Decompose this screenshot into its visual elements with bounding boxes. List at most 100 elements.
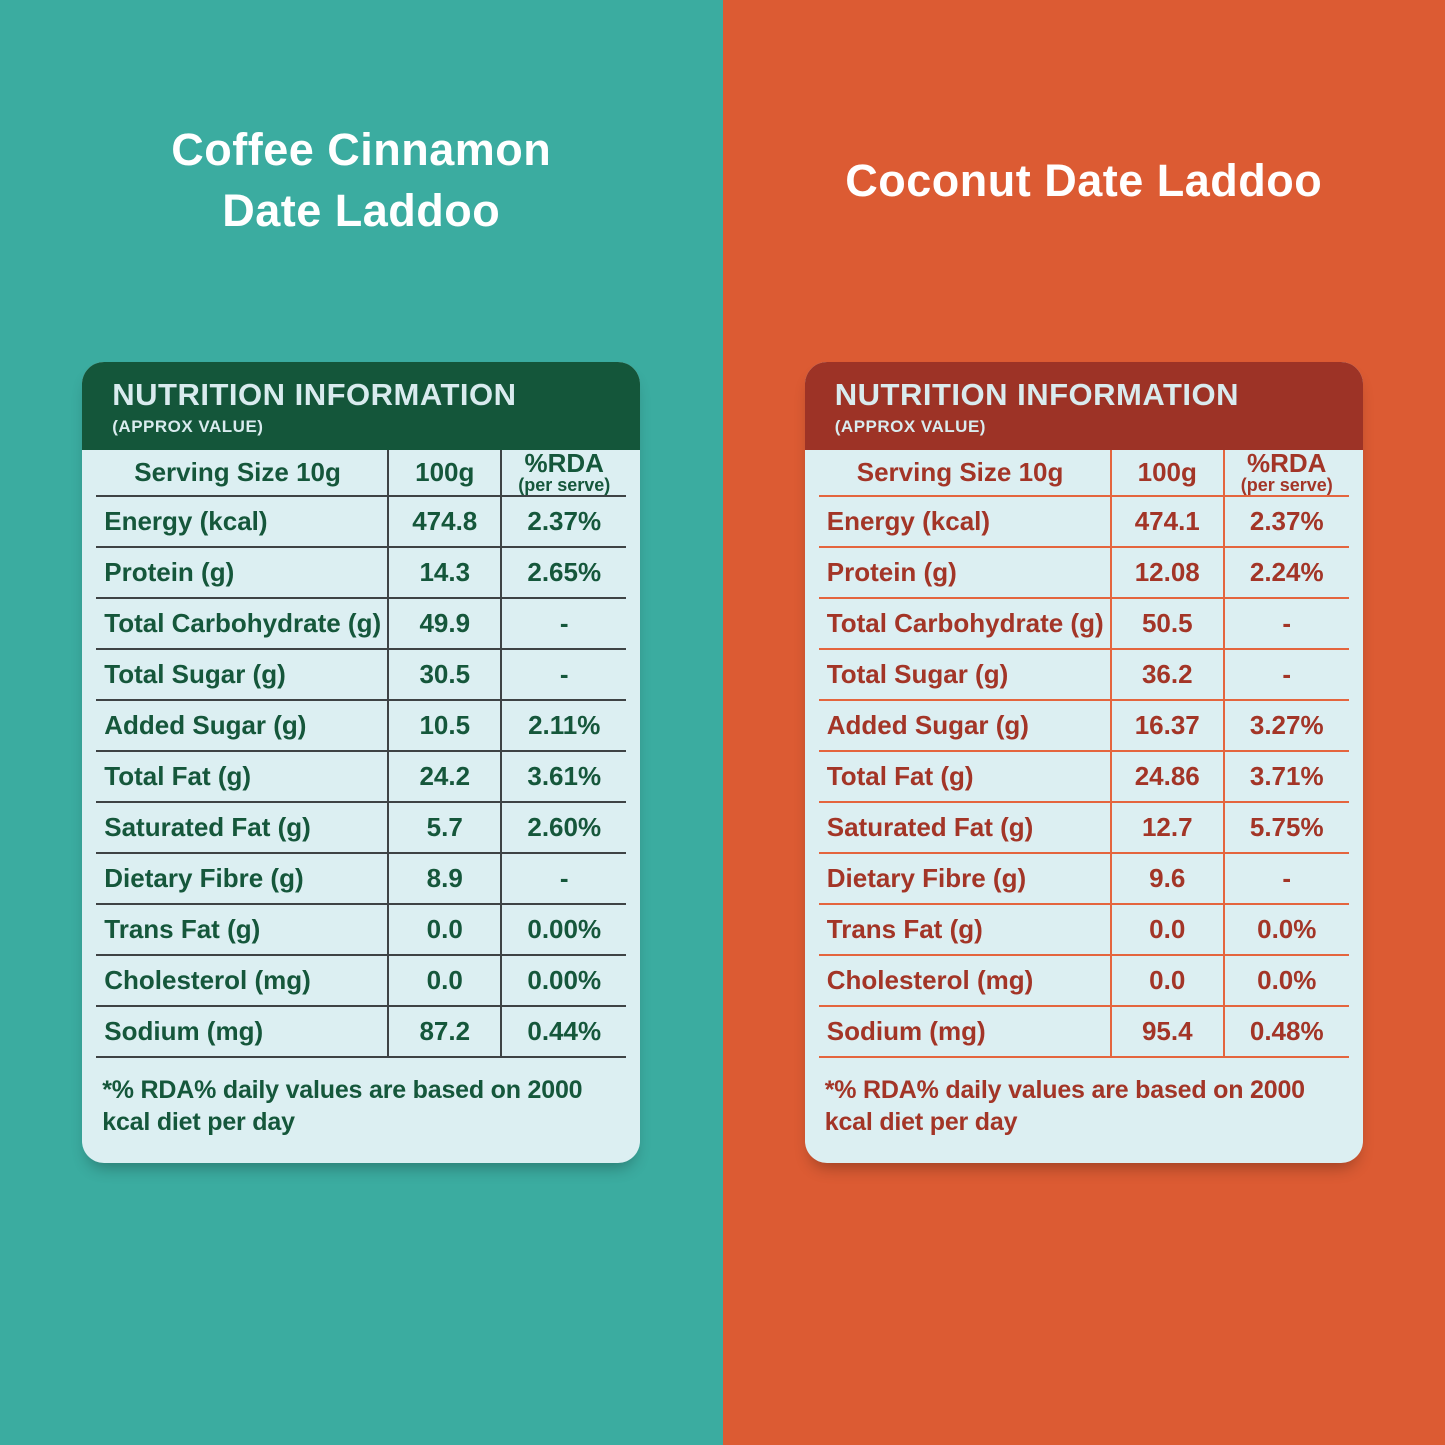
table-row: Cholesterol (mg) 0.0 0.0% <box>818 955 1349 1007</box>
table-row: Total Sugar (g) 30.5- <box>96 649 627 701</box>
nutrient-label: Saturated Fat (g) <box>104 811 311 842</box>
column-header-rda-sublabel: (per serve) <box>518 475 611 496</box>
nutrient-value-100g: 0.0 <box>387 904 500 954</box>
nutrient-label: Energy (kcal) <box>826 505 991 536</box>
nutrient-label: Dietary Fibre (g) <box>826 862 1027 893</box>
table-row: Protein (g) 12.08 2.24% <box>818 547 1349 599</box>
nutrient-value-rda: 0.0% <box>1222 904 1349 954</box>
nutrition-table: Serving Size 10g 100g %RDA (per serve) E… <box>805 450 1363 1058</box>
nutrition-card-header: NUTRITION INFORMATION (APPROX VALUE) <box>82 362 641 451</box>
column-header-serving-size: Serving Size 10g <box>856 456 1064 487</box>
nutrient-value-100g: 95.4 <box>1109 1006 1223 1056</box>
table-row: Total Carbohydrate (g) 49.9- <box>96 598 627 650</box>
nutrient-value-rda: 2.37% <box>500 496 626 546</box>
nutrient-value-100g: 24.86 <box>1109 751 1223 801</box>
nutrient-label: Added Sugar (g) <box>104 709 307 740</box>
nutrient-value-100g: 474.8 <box>387 496 500 546</box>
nutrient-value-rda: 5.75% <box>1222 802 1349 852</box>
nutrient-label: Trans Fat (g) <box>826 913 983 944</box>
table-row: Energy (kcal) 474.1 2.37% <box>818 496 1349 548</box>
nutrient-value-rda: 3.27% <box>1222 700 1349 750</box>
nutrient-label: Total Carbohydrate (g) <box>826 607 1104 638</box>
nutrient-value-100g: 9.6 <box>1109 853 1223 903</box>
nutrient-label: Trans Fat (g) <box>104 913 261 944</box>
column-header-100g: 100g <box>1109 450 1223 495</box>
nutrition-table: Serving Size 10g 100g %RDA (per serve) E… <box>82 450 640 1058</box>
product-title: Coconut Date Laddoo <box>845 154 1323 206</box>
table-header-row: Serving Size 10g 100g %RDA (per serve) <box>818 448 1349 497</box>
nutrient-label: Energy (kcal) <box>104 505 268 536</box>
nutrient-label: Dietary Fibre (g) <box>104 862 304 893</box>
nutrient-value-100g: 10.5 <box>387 700 500 750</box>
nutrient-label: Total Carbohydrate (g) <box>104 607 382 638</box>
nutrient-value-100g: 49.9 <box>387 598 500 648</box>
nutrition-header-title: NUTRITION INFORMATION <box>834 377 1240 412</box>
panel-coconut: Coconut Date Laddoo NUTRITION INFORMATIO… <box>722 0 1445 1445</box>
nutrient-value-100g: 0.0 <box>387 955 500 1005</box>
nutrient-label: Sodium (mg) <box>104 1015 264 1046</box>
table-row: Added Sugar (g) 10.5 2.11% <box>96 700 627 752</box>
table-row: Saturated Fat (g) 5.7 2.60% <box>96 802 627 854</box>
column-header-rda: %RDA (per serve) <box>500 450 626 495</box>
nutrient-value-100g: 30.5 <box>387 649 500 699</box>
nutrient-value-rda: - <box>1222 853 1349 903</box>
nutrient-value-rda: - <box>500 598 626 648</box>
nutrient-value-100g: 12.7 <box>1109 802 1223 852</box>
nutrient-value-100g: 474.1 <box>1109 496 1223 546</box>
column-header-rda-label: %RDA <box>1247 448 1327 479</box>
table-rows-container: Energy (kcal) 474.1 2.37% Protein (g) 12.08 2… <box>818 496 1349 1058</box>
column-header-rda: %RDA (per serve) <box>1222 448 1349 496</box>
nutrient-label: Added Sugar (g) <box>826 709 1029 740</box>
nutrient-value-rda: 2.37% <box>1222 496 1349 546</box>
product-title: Coffee Cinnamon Date Laddoo <box>171 124 552 236</box>
rda-footnote: *% RDA% daily values are based on 2000 k… <box>102 1075 583 1137</box>
table-row: Dietary Fibre (g) 9.6- <box>818 853 1349 905</box>
table-row: Total Carbohydrate (g) 50.5- <box>818 598 1349 650</box>
table-row: Sodium (mg) 87.2 0.44% <box>96 1006 627 1058</box>
nutrient-value-100g: 5.7 <box>387 802 500 852</box>
nutrition-header-subtitle: (APPROX VALUE) <box>834 417 986 437</box>
nutrition-header-title: NUTRITION INFORMATION <box>112 377 517 412</box>
column-header-rda-sublabel: (per serve) <box>1240 475 1333 496</box>
table-row: Saturated Fat (g) 12.7 5.75% <box>818 802 1349 854</box>
nutrient-value-100g: 8.9 <box>387 853 500 903</box>
nutrient-value-rda: 2.65% <box>500 547 626 597</box>
panel-coffee-cinnamon: Coffee Cinnamon Date Laddoo NUTRITION IN… <box>0 0 723 1445</box>
nutrition-header-subtitle: (APPROX VALUE) <box>112 417 264 437</box>
title-zone: Coffee Cinnamon Date Laddoo <box>0 0 723 362</box>
nutrition-card: NUTRITION INFORMATION (APPROX VALUE) Ser… <box>804 362 1363 1163</box>
nutrient-value-rda: 0.00% <box>500 904 626 954</box>
nutrient-value-rda: - <box>500 649 626 699</box>
table-row: Trans Fat (g) 0.0 0.0% <box>818 904 1349 956</box>
column-header-rda-label: %RDA <box>524 448 604 479</box>
nutrient-label: Total Fat (g) <box>826 760 974 791</box>
table-row: Total Fat (g) 24.86 3.71% <box>818 751 1349 803</box>
table-row: Total Sugar (g) 36.2- <box>818 649 1349 701</box>
nutrient-value-100g: 87.2 <box>387 1006 500 1056</box>
nutrient-value-rda: 2.24% <box>1222 547 1349 597</box>
nutrition-card-header: NUTRITION INFORMATION (APPROX VALUE) <box>804 362 1363 451</box>
nutrient-label: Protein (g) <box>104 556 235 587</box>
table-row: Cholesterol (mg) 0.0 0.00% <box>96 955 627 1007</box>
nutrient-label: Cholesterol (mg) <box>826 964 1034 995</box>
rda-footnote: *% RDA% daily values are based on 2000 k… <box>824 1075 1305 1137</box>
nutrient-value-100g: 12.08 <box>1109 547 1223 597</box>
table-row: Trans Fat (g) 0.0 0.00% <box>96 904 627 956</box>
nutrient-label: Total Sugar (g) <box>826 658 1009 689</box>
table-row: Dietary Fibre (g) 8.9- <box>96 853 627 905</box>
nutrient-value-100g: 50.5 <box>1109 598 1223 648</box>
nutrient-value-rda: 0.44% <box>500 1006 626 1056</box>
table-row: Protein (g) 14.3 2.65% <box>96 547 627 599</box>
nutrient-value-rda: 2.11% <box>500 700 626 750</box>
nutrient-label: Total Sugar (g) <box>104 658 286 689</box>
nutrient-label: Cholesterol (mg) <box>104 964 311 995</box>
nutrition-card: NUTRITION INFORMATION (APPROX VALUE) Ser… <box>82 362 641 1163</box>
nutrient-label: Total Fat (g) <box>104 760 252 791</box>
nutrient-value-rda: - <box>1222 598 1349 648</box>
nutrient-label: Saturated Fat (g) <box>826 811 1034 842</box>
column-header-100g: 100g <box>387 450 500 495</box>
nutrient-value-100g: 0.0 <box>1109 955 1223 1005</box>
nutrient-value-100g: 16.37 <box>1109 700 1223 750</box>
nutrient-value-rda: 2.60% <box>500 802 626 852</box>
nutrient-value-rda: 0.00% <box>500 955 626 1005</box>
